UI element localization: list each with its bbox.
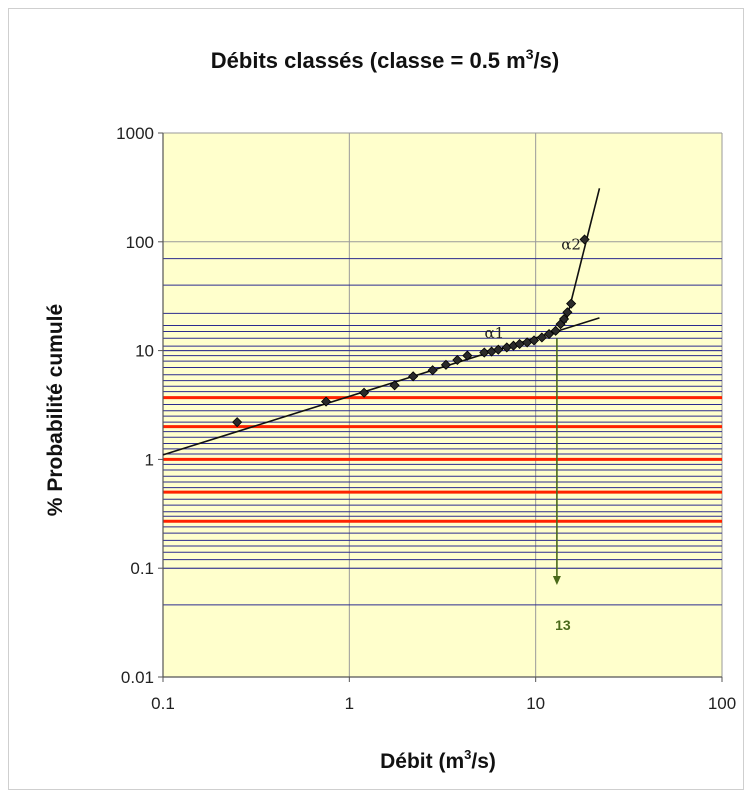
data-point (579, 234, 590, 245)
data-point (566, 298, 577, 309)
annotation-label: 13 (555, 617, 571, 633)
y-tick-label: 10 (135, 342, 154, 361)
data-point (562, 307, 573, 318)
x-tick-label: 1 (345, 694, 354, 713)
data-point (359, 387, 370, 398)
arrow-head (552, 576, 561, 586)
y-tick-label: 1 (145, 450, 154, 469)
data-point (452, 354, 463, 366)
x-axis-title-end: /s) (471, 750, 496, 773)
y-tick-label: 0.1 (130, 559, 154, 578)
data-point (528, 335, 540, 346)
data-point (320, 396, 332, 407)
data-point (462, 350, 473, 361)
x-tick-label: 10 (526, 694, 545, 713)
data-point (389, 380, 400, 391)
data-point (408, 371, 419, 382)
y-tick-label: 0.01 (121, 668, 154, 687)
data-point (536, 332, 547, 343)
plot-area (163, 133, 722, 677)
data-point (543, 328, 555, 340)
data-point (440, 359, 452, 370)
data-point (550, 325, 561, 336)
chart-title-sup: 3 (526, 46, 534, 62)
chart-title-main: Débits classés (classe = 0.5 m (211, 48, 526, 73)
data-point (427, 365, 438, 376)
x-axis-title-sup: 3 (464, 747, 471, 762)
data-point (232, 417, 243, 428)
annotation-label: α2 (561, 235, 581, 253)
chart-title-end: /s) (534, 48, 560, 73)
data-point (558, 313, 570, 325)
x-axis-title-main: Débit (m (380, 750, 464, 773)
data-point (493, 344, 504, 355)
x-tick-label: 100 (708, 694, 736, 713)
x-tick-label: 0.1 (151, 694, 175, 713)
annotation-label: α1 (484, 324, 504, 342)
y-tick-label: 1000 (116, 124, 154, 143)
y-tick-label: 100 (126, 233, 154, 252)
y-axis-title: % Probabilité cumulé (44, 304, 67, 516)
chart-title: Débits classés (classe = 0.5 m3/s) (211, 46, 559, 73)
x-axis-title: Débit (m3/s) (380, 747, 496, 773)
